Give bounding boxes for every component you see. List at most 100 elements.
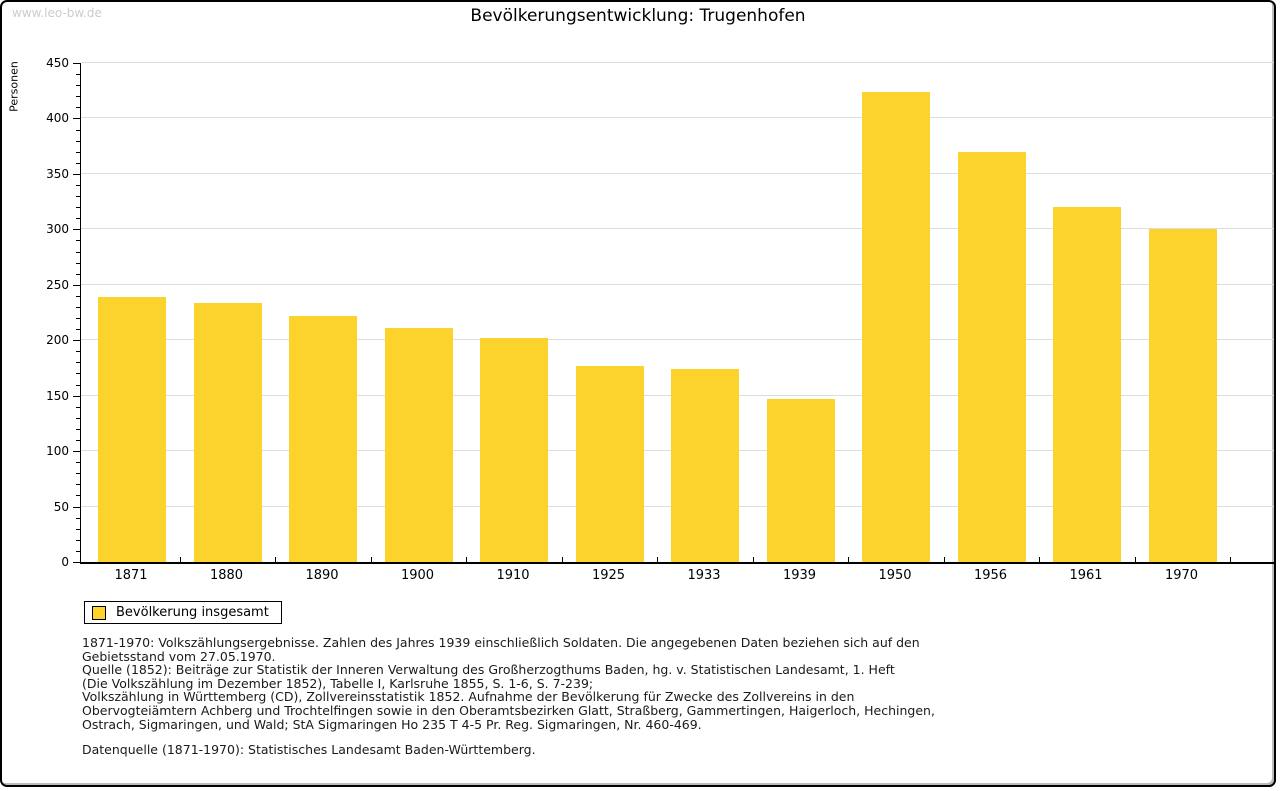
bar-1956 [957, 151, 1026, 562]
gridline [81, 117, 1274, 119]
y-minor-tick [76, 162, 80, 164]
x-boundary-tick [466, 557, 468, 562]
y-minor-tick [76, 417, 80, 419]
x-tick-label: 1961 [1069, 568, 1103, 583]
y-tick-label: 200 [46, 333, 69, 348]
y-major-tick [73, 284, 80, 286]
y-tick-label: 250 [46, 277, 69, 292]
footnote-line: Obervogteiämtern Achberg und Trochtelfin… [82, 702, 935, 718]
y-tick-label: 0 [61, 555, 69, 569]
y-minor-tick [76, 74, 80, 76]
y-minor-tick [76, 351, 80, 353]
y-tick-label: 50 [53, 499, 69, 514]
y-tick-label: 150 [46, 388, 69, 403]
y-major-tick [73, 63, 80, 64]
gridline [81, 228, 1274, 230]
y-minor-tick [76, 207, 80, 209]
legend-color-swatch-icon [92, 605, 106, 620]
gridline [81, 339, 1274, 341]
x-boundary-tick [943, 557, 945, 562]
bar-1961 [1053, 207, 1121, 562]
y-minor-tick [76, 440, 80, 442]
x-boundary-tick [561, 557, 563, 562]
bar-1890 [289, 315, 357, 562]
y-minor-tick [76, 384, 80, 386]
y-minor-tick [76, 462, 80, 464]
x-boundary-tick [275, 557, 277, 562]
bar-1970 [1148, 229, 1217, 562]
y-minor-tick [76, 295, 80, 297]
y-minor-tick [76, 129, 80, 131]
footnote-line: Ostrach, Sigmaringen, und Wald; StA Sigm… [82, 716, 702, 732]
x-tick-label: 1871 [114, 568, 148, 583]
x-tick-label: 1939 [782, 568, 817, 583]
y-minor-tick [76, 528, 80, 530]
y-minor-tick [76, 428, 80, 430]
plot-area [80, 62, 1274, 564]
y-minor-tick [76, 306, 80, 308]
footnote-line: 1871-1970: Volkszählungsergebnisse. Zahl… [82, 635, 920, 650]
bar-1925 [575, 365, 644, 562]
x-boundary-tick [848, 557, 850, 562]
y-major-tick [73, 562, 80, 563]
y-tick-label: 450 [46, 56, 69, 70]
x-tick-label: 1933 [687, 568, 721, 583]
y-minor-tick [76, 373, 80, 375]
y-minor-tick [76, 140, 80, 142]
y-minor-tick [76, 240, 80, 242]
bar-1933 [671, 369, 739, 562]
y-minor-tick [76, 151, 80, 153]
y-minor-tick [76, 362, 80, 364]
gridline [81, 172, 1274, 174]
footnote-line: (Die Volkszählung im Dezember 1852), Tab… [82, 675, 594, 691]
y-major-tick [73, 451, 80, 453]
footnote-line: Volkszählung in Württemberg (CD), Zollve… [82, 689, 855, 705]
x-tick-label: 1880 [209, 568, 244, 583]
y-tick-label: 100 [46, 444, 69, 459]
x-boundary-tick [1134, 557, 1136, 562]
y-minor-tick [76, 495, 80, 497]
x-tick-label: 1970 [1164, 568, 1199, 583]
bar-1871 [98, 296, 166, 562]
bar-1880 [193, 302, 262, 562]
y-minor-tick [76, 107, 80, 109]
footnotes-block: 1871-1970: Volkszählungsergebnisse. Zahl… [82, 636, 935, 757]
x-boundary-tick [179, 557, 181, 562]
y-minor-tick [76, 484, 80, 486]
y-minor-tick [76, 273, 80, 275]
bar-1910 [480, 338, 548, 562]
y-major-tick [73, 118, 80, 120]
x-tick-label: 1950 [878, 568, 912, 583]
y-major-tick [73, 173, 80, 175]
bar-1939 [766, 399, 835, 562]
page-title: Bevölkerungsentwicklung: Trugenhofen [470, 6, 806, 26]
x-boundary-tick [1230, 557, 1232, 562]
y-minor-tick [76, 517, 80, 519]
y-major-tick [73, 395, 80, 397]
x-tick-label: 1956 [973, 568, 1008, 583]
y-major-tick [73, 506, 80, 508]
bar-1950 [862, 91, 930, 562]
x-tick-label: 1890 [305, 568, 339, 583]
x-boundary-tick [370, 557, 372, 562]
datasource-line: Datenquelle (1871-1970): Statistisches L… [82, 742, 536, 758]
y-minor-tick [76, 96, 80, 98]
x-boundary-tick [1039, 557, 1041, 562]
y-minor-tick [76, 473, 80, 475]
x-boundary-tick [657, 557, 659, 562]
y-minor-tick [76, 539, 80, 541]
y-minor-tick [76, 196, 80, 198]
legend-label: Bevölkerung insgesamt [116, 605, 269, 620]
y-minor-tick [76, 251, 80, 253]
x-tick-label: 1910 [496, 568, 530, 583]
y-tick-label: 400 [46, 111, 69, 126]
x-tick-label: 1925 [591, 568, 626, 583]
gridline [81, 283, 1274, 285]
y-minor-tick [76, 218, 80, 220]
y-minor-tick [76, 406, 80, 408]
y-minor-tick [76, 550, 80, 552]
y-minor-tick [76, 262, 80, 264]
x-tick-label: 1900 [400, 568, 435, 583]
y-tick-label: 300 [46, 222, 69, 237]
